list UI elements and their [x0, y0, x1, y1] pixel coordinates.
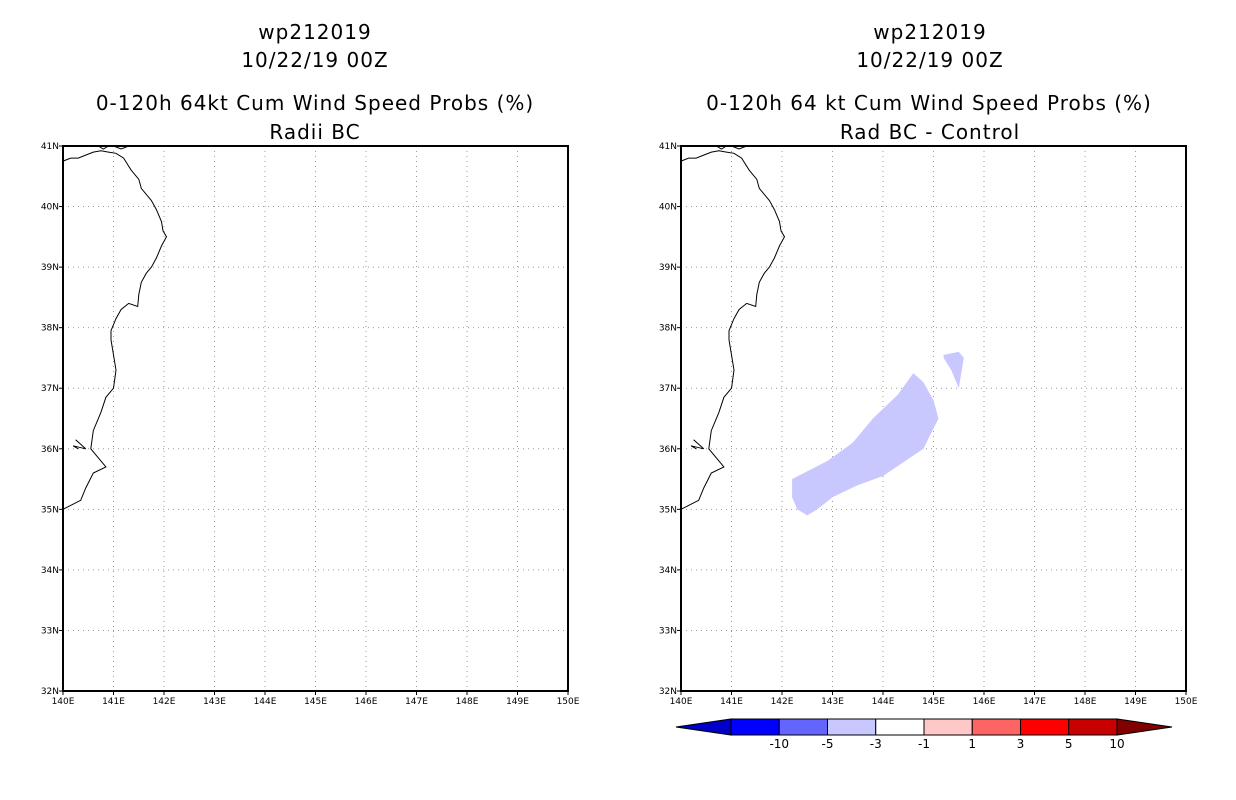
lat-label: 40N	[41, 203, 59, 213]
colorbar-label: 5	[1065, 737, 1073, 751]
lon-label: 143E	[203, 697, 226, 707]
lon-label: 149E	[1124, 697, 1147, 707]
colorbar-swatch	[778, 718, 828, 736]
lon-label: 141E	[102, 697, 125, 707]
colorbar-swatch	[923, 718, 973, 736]
coastline	[690, 439, 705, 450]
colorbar-label: -10	[769, 737, 789, 751]
lon-label: 143E	[821, 697, 844, 707]
left-subtitle: Radii BC	[269, 120, 361, 144]
lon-label: 140E	[52, 697, 75, 707]
colorbar-min-triangle	[675, 718, 732, 736]
right-shading	[792, 351, 964, 516]
lat-label: 34N	[659, 566, 677, 576]
lat-label: 39N	[659, 263, 677, 273]
lon-label: 144E	[254, 697, 277, 707]
lon-label: 141E	[720, 697, 743, 707]
lon-label: 148E	[1074, 697, 1097, 707]
left-map-frame	[62, 145, 569, 692]
lat-label: 36N	[41, 445, 59, 455]
colorbar-label: -5	[822, 737, 834, 751]
colorbar-swatch	[827, 718, 877, 736]
lon-label: 140E	[670, 697, 693, 707]
left-map-panel: 140E 141E 142E 143E 144E 145E 146E 147E 148E 149E…	[41, 142, 580, 707]
colorbar-label: -1	[918, 737, 930, 751]
left-date: 10/22/19 00Z	[241, 48, 389, 72]
lat-label: 41N	[41, 142, 59, 152]
colorbar-swatch	[1020, 718, 1070, 736]
right-gridlines	[681, 146, 1186, 691]
right-storm-id: wp212019	[873, 20, 987, 44]
lon-label: 145E	[922, 697, 945, 707]
lat-label: 41N	[659, 142, 677, 152]
right-lat-labels: 41N 40N 39N 38N 37N 36N 35N 34N 33N 32N	[659, 142, 681, 697]
colorbar-max-triangle	[1116, 718, 1173, 736]
left-lat-labels: 41N 40N 39N 38N 37N 36N 35N 34N 33N 32N	[41, 142, 63, 697]
lat-label: 36N	[659, 445, 677, 455]
lon-label: 146E	[355, 697, 378, 707]
left-product-title: 0-120h 64kt Cum Wind Speed Probs (%)	[95, 91, 535, 115]
lon-label: 145E	[304, 697, 327, 707]
coastline	[680, 150, 786, 510]
right-product-title: 0-120h 64 kt Cum Wind Speed Probs (%)	[706, 91, 1152, 115]
colorbar-label: 10	[1109, 737, 1124, 751]
lat-label: 39N	[41, 263, 59, 273]
lat-label: 32N	[659, 687, 677, 697]
lat-label: 38N	[659, 324, 677, 334]
lat-label: 35N	[41, 505, 59, 515]
right-subtitle: Rad BC - Control	[839, 120, 1021, 144]
lon-label: 149E	[506, 697, 529, 707]
lat-label: 38N	[41, 324, 59, 334]
colorbar-swatch	[730, 718, 780, 736]
lat-label: 37N	[41, 384, 59, 394]
lon-label: 142E	[153, 697, 176, 707]
colorbar-label: 3	[1017, 737, 1025, 751]
lon-label: 144E	[872, 697, 895, 707]
right-date: 10/22/19 00Z	[856, 48, 1004, 72]
lon-label: 146E	[973, 697, 996, 707]
right-lon-labels: 140E 141E 142E 143E 144E 145E 146E 147E 148E 149E…	[670, 691, 1198, 707]
lon-label: 147E	[405, 697, 428, 707]
lon-label: 148E	[456, 697, 479, 707]
left-lon-labels: 140E 141E 142E 143E 144E 145E 146E 147E 148E 149E…	[52, 691, 580, 707]
lat-label: 33N	[659, 626, 677, 636]
lat-label: 32N	[41, 687, 59, 697]
probability-difference-area	[943, 351, 964, 389]
colorbar-label: 1	[968, 737, 976, 751]
probability-difference-area	[792, 373, 939, 516]
lon-label: 150E	[1175, 697, 1198, 707]
lon-label: 142E	[771, 697, 794, 707]
lat-label: 35N	[659, 505, 677, 515]
colorbar-label: -3	[870, 737, 882, 751]
left-gridlines	[63, 146, 568, 691]
lat-label: 40N	[659, 203, 677, 213]
colorbar-swatch	[971, 718, 1021, 736]
lon-label: 150E	[557, 697, 580, 707]
lon-label: 147E	[1023, 697, 1046, 707]
colorbar-swatch	[1068, 718, 1118, 736]
lat-label: 33N	[41, 626, 59, 636]
coastline	[72, 439, 87, 450]
right-map-panel: 140E 141E 142E 143E 144E 145E 146E 147E 148E 149E…	[659, 142, 1198, 707]
coastline	[62, 150, 168, 510]
lat-label: 37N	[659, 384, 677, 394]
left-storm-id: wp212019	[258, 20, 372, 44]
colorbar: -10 -5 -3 -1 1 3 5 10	[675, 718, 1173, 751]
lat-label: 34N	[41, 566, 59, 576]
colorbar-swatch	[875, 718, 925, 736]
